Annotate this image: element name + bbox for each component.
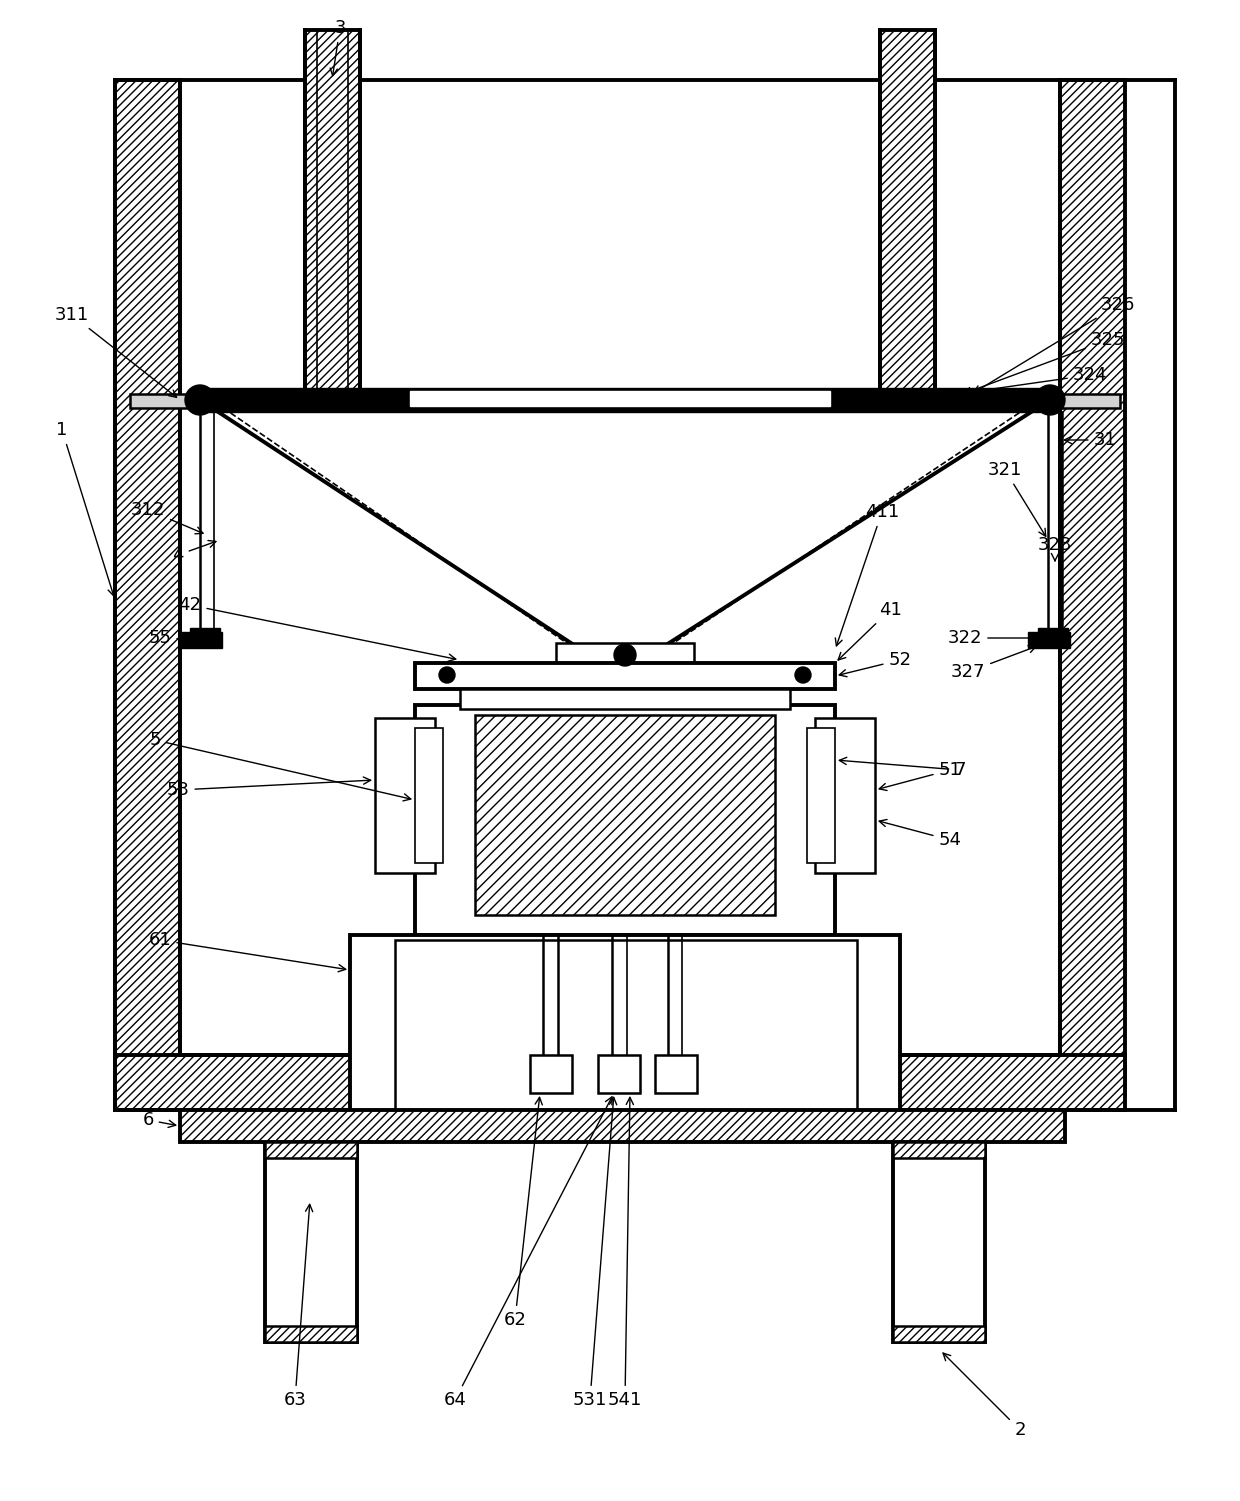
Bar: [598, 1055, 640, 1093]
Bar: [1028, 632, 1070, 648]
Bar: [655, 1055, 697, 1093]
Bar: [807, 728, 835, 863]
Bar: [180, 1111, 1065, 1142]
Text: 325: 325: [963, 332, 1125, 395]
Text: 54: 54: [879, 820, 961, 850]
Bar: [115, 80, 180, 1096]
Text: 312: 312: [130, 501, 203, 534]
Text: 55: 55: [149, 629, 218, 647]
Circle shape: [614, 644, 636, 666]
Bar: [1048, 393, 1120, 408]
Text: 7: 7: [839, 758, 966, 779]
Circle shape: [439, 666, 455, 683]
Text: 324: 324: [955, 366, 1107, 396]
Bar: [396, 940, 857, 1115]
Bar: [265, 1325, 357, 1342]
Text: 63: 63: [284, 1204, 312, 1409]
Text: 3: 3: [330, 20, 346, 75]
Text: 411: 411: [836, 503, 899, 645]
Text: 531: 531: [573, 1097, 616, 1409]
Text: 62: 62: [503, 1097, 542, 1328]
Circle shape: [1035, 384, 1065, 414]
Text: 326: 326: [973, 296, 1135, 393]
Text: 311: 311: [55, 306, 176, 398]
Text: 51: 51: [879, 761, 961, 791]
Bar: [529, 1055, 572, 1093]
Bar: [893, 1142, 985, 1342]
Text: 1: 1: [56, 420, 115, 596]
Bar: [265, 1142, 357, 1342]
Bar: [415, 728, 443, 863]
Text: 53: 53: [166, 778, 371, 799]
Text: 4: 4: [172, 540, 216, 564]
Bar: [815, 717, 875, 874]
Text: 323: 323: [1038, 536, 1073, 561]
Text: 61: 61: [149, 931, 346, 971]
Text: 541: 541: [608, 1097, 642, 1409]
Bar: [475, 714, 775, 916]
Text: 321: 321: [988, 461, 1045, 536]
Bar: [195, 387, 1055, 411]
Bar: [880, 30, 935, 390]
Bar: [410, 390, 830, 405]
Bar: [893, 1142, 985, 1157]
Text: 322: 322: [947, 629, 1044, 647]
Text: 31: 31: [1064, 431, 1116, 449]
Bar: [415, 663, 835, 689]
Text: 2: 2: [944, 1352, 1025, 1439]
Bar: [180, 632, 222, 648]
Bar: [415, 705, 835, 935]
Text: 52: 52: [839, 651, 911, 677]
Circle shape: [185, 384, 215, 414]
Bar: [265, 1142, 357, 1157]
Bar: [893, 1325, 985, 1342]
Bar: [1060, 80, 1125, 1096]
Bar: [350, 935, 900, 1120]
Text: 327: 327: [951, 645, 1035, 681]
Text: 41: 41: [838, 600, 901, 660]
Circle shape: [795, 666, 811, 683]
Bar: [460, 689, 790, 708]
Bar: [374, 717, 435, 874]
Bar: [115, 1055, 1125, 1111]
Bar: [190, 627, 219, 645]
Bar: [556, 642, 694, 666]
Text: 5: 5: [149, 731, 410, 802]
Bar: [130, 393, 202, 408]
Text: 42: 42: [179, 596, 456, 662]
Bar: [1038, 627, 1068, 645]
Text: 64: 64: [444, 1097, 613, 1409]
Text: 6: 6: [143, 1111, 176, 1129]
Bar: [305, 30, 360, 390]
